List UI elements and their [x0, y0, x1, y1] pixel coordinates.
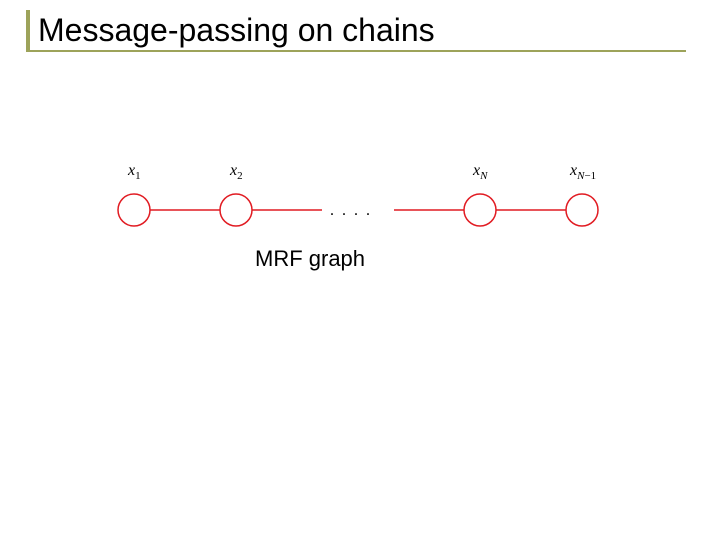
diagram-caption: MRF graph [255, 246, 365, 272]
node-label: xN [473, 162, 487, 182]
chain-node [566, 194, 598, 226]
slide-title: Message-passing on chains [38, 12, 435, 49]
chain-ellipsis: . . . . [330, 202, 372, 220]
chain-node [464, 194, 496, 226]
node-label: xN−1 [570, 162, 596, 182]
chain-node [220, 194, 252, 226]
title-accent-bar [26, 10, 30, 50]
node-label: x2 [230, 162, 243, 182]
title-underline [26, 50, 686, 52]
node-label: x1 [128, 162, 141, 182]
chain-node [118, 194, 150, 226]
